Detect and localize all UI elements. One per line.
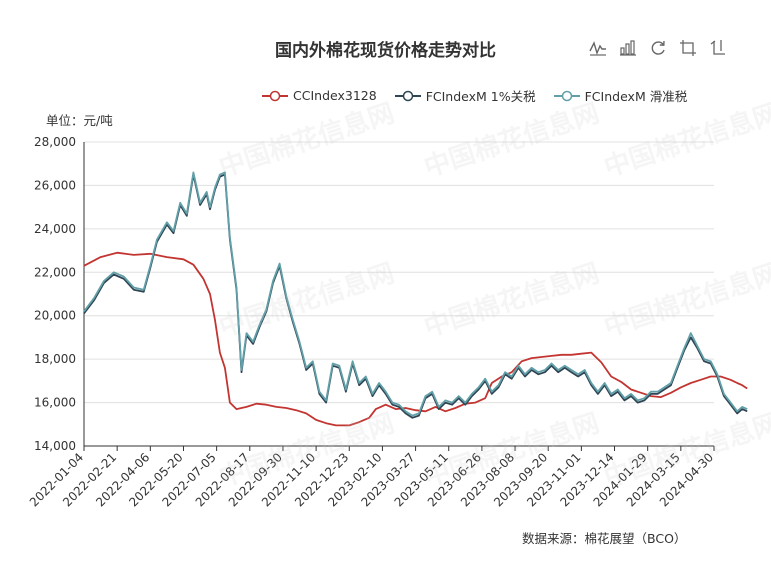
line-chart-icon[interactable] <box>588 38 608 58</box>
source-label: 数据来源：棉花展望（BCO） <box>522 531 687 546</box>
bar-chart-icon[interactable] <box>618 38 638 58</box>
legend-label: FCIndexM 1%关税 <box>425 89 536 104</box>
legend-label: FCIndexM 滑准税 <box>584 89 688 104</box>
y-tick-label: 24,000 <box>34 222 76 236</box>
unit-label: 单位：元/吨 <box>46 113 113 128</box>
legend-item-fcindex-1pct[interactable]: FCIndexM 1%关税 <box>394 86 536 105</box>
y-tick-label: 28,000 <box>34 135 76 149</box>
y-tick-label: 22,000 <box>34 265 76 279</box>
y-tick-label: 26,000 <box>34 178 76 192</box>
series-line-2 <box>83 171 748 417</box>
legend-item-fcindex-sliding[interactable]: FCIndexM 滑准税 <box>553 86 688 105</box>
y-tick-label: 16,000 <box>34 396 76 410</box>
y-tick-label: 18,000 <box>34 352 76 366</box>
series-line-0 <box>83 251 748 427</box>
chart-toolbar <box>588 38 728 58</box>
zoom-reset-icon[interactable] <box>708 38 728 58</box>
series-line-1 <box>83 173 748 419</box>
y-tick-label: 14,000 <box>34 439 76 453</box>
y-tick-label: 20,000 <box>34 309 76 323</box>
zoom-icon[interactable] <box>678 38 698 58</box>
legend-item-ccindex[interactable]: CCIndex3128 <box>262 86 377 105</box>
chart-title: 国内外棉花现货价格走势对比 <box>275 41 496 61</box>
chart-legend: CCIndex3128 FCIndexM 1%关税 FCIndexM 滑准税 <box>262 86 687 105</box>
legend-label: CCIndex3128 <box>293 88 377 103</box>
restore-icon[interactable] <box>648 38 668 58</box>
